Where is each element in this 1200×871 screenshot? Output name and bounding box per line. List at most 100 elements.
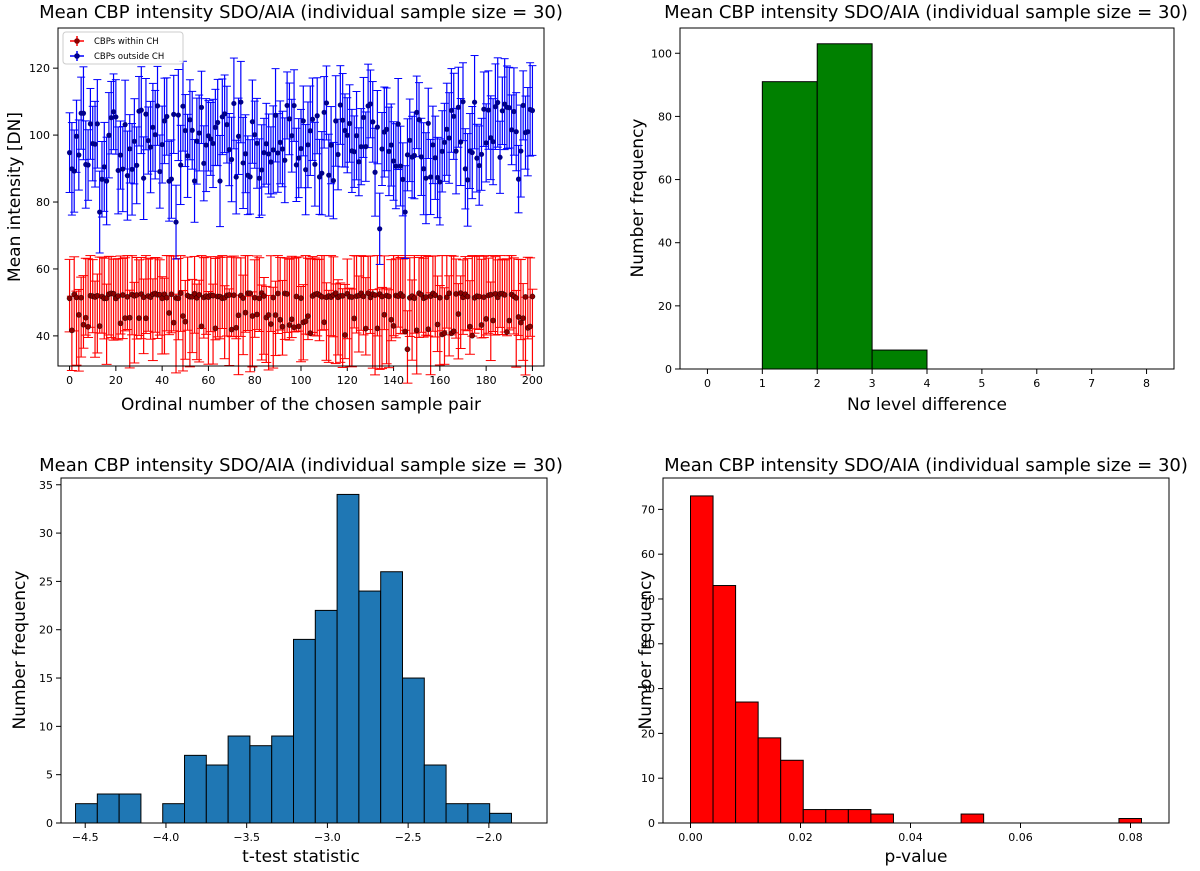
- x-tick-label: 160: [429, 374, 450, 387]
- outside-marker: [85, 162, 91, 168]
- outside-marker: [416, 117, 422, 123]
- outside-marker: [411, 152, 417, 159]
- outside-marker: [465, 177, 471, 183]
- hist-bar: [757, 737, 782, 824]
- outside-marker: [222, 111, 228, 117]
- x-tick-label: 0.06: [1008, 831, 1033, 844]
- within-marker: [446, 290, 452, 297]
- y-tick-label: 20: [658, 300, 672, 313]
- within-marker: [307, 330, 314, 336]
- outside-marker: [180, 103, 186, 109]
- x-tick-label: 8: [1143, 377, 1150, 390]
- outside-marker: [520, 102, 526, 108]
- y-tick-label: 60: [641, 548, 655, 561]
- outside-marker: [515, 176, 522, 182]
- within-marker: [413, 327, 420, 334]
- legend-marker-outside: [74, 53, 80, 59]
- outside-marker: [497, 154, 503, 160]
- within-marker: [372, 292, 378, 298]
- within-marker: [226, 292, 233, 298]
- y-tick-label: 120: [29, 62, 50, 75]
- panel2-frame: [679, 27, 1175, 370]
- outside-marker: [323, 100, 330, 106]
- outside-marker: [358, 144, 364, 150]
- within-marker: [242, 309, 249, 316]
- outside-marker: [277, 139, 283, 145]
- within-marker: [349, 294, 355, 300]
- within-marker: [233, 324, 239, 331]
- outside-marker: [492, 104, 498, 110]
- outside-marker: [194, 138, 200, 144]
- outside-marker: [441, 139, 448, 145]
- outside-marker: [451, 113, 457, 119]
- hist-bar: [761, 81, 818, 370]
- hist-bar: [118, 793, 142, 824]
- outside-marker: [141, 175, 147, 181]
- outside-marker: [92, 141, 98, 147]
- within-marker: [388, 316, 395, 323]
- hist-bar: [336, 493, 360, 824]
- outside-marker: [129, 166, 135, 172]
- within-marker: [374, 325, 381, 332]
- hist-bar: [423, 764, 447, 824]
- within-marker: [298, 295, 304, 301]
- outside-marker: [97, 209, 103, 215]
- outside-marker: [157, 168, 163, 175]
- outside-marker: [300, 118, 306, 124]
- outside-marker: [485, 107, 492, 113]
- within-marker: [272, 312, 279, 318]
- outside-marker: [509, 127, 515, 133]
- within-marker: [302, 318, 309, 325]
- within-marker: [277, 316, 283, 323]
- outside-marker: [110, 109, 117, 115]
- outside-marker: [189, 127, 195, 133]
- within-marker: [400, 293, 406, 299]
- within-marker: [120, 292, 126, 298]
- outside-marker: [321, 109, 327, 115]
- within-marker: [117, 320, 124, 327]
- within-marker: [286, 322, 293, 328]
- outside-marker: [224, 122, 230, 128]
- within-marker: [275, 290, 281, 297]
- outside-marker: [279, 146, 286, 152]
- y-tick-label: 80: [658, 110, 672, 123]
- outside-marker: [120, 166, 126, 172]
- outside-marker: [191, 178, 198, 184]
- outside-marker: [388, 142, 394, 148]
- within-marker: [126, 314, 133, 321]
- outside-marker: [268, 159, 274, 165]
- x-tick-label: 4: [924, 377, 931, 390]
- hist-bar: [96, 793, 120, 824]
- outside-marker: [168, 176, 174, 182]
- outside-marker: [178, 162, 184, 168]
- within-marker: [196, 292, 202, 298]
- outside-marker: [478, 151, 485, 157]
- x-tick-label: 60: [201, 374, 215, 387]
- hist-bar: [445, 803, 469, 824]
- x-tick-label: 7: [1088, 377, 1095, 390]
- within-marker: [170, 319, 177, 326]
- within-marker: [455, 311, 462, 317]
- outside-marker: [423, 175, 429, 181]
- x-tick-label: 200: [522, 374, 543, 387]
- within-marker: [481, 294, 487, 301]
- outside-marker: [256, 175, 262, 181]
- within-marker: [404, 346, 411, 353]
- y-tick-label: 100: [29, 129, 50, 142]
- x-tick-label: 0.08: [1118, 831, 1143, 844]
- within-marker: [506, 317, 513, 324]
- outside-marker: [198, 104, 205, 110]
- within-marker: [177, 290, 184, 296]
- x-tick-label: 40: [155, 374, 169, 387]
- outside-marker: [143, 111, 149, 117]
- x-tick-label: 0: [704, 377, 711, 390]
- outside-marker: [384, 126, 390, 132]
- outside-marker: [238, 99, 244, 105]
- within-marker: [122, 315, 128, 321]
- y-tick-label: 35: [39, 479, 53, 492]
- y-tick-label: 50: [641, 593, 655, 606]
- outside-marker: [298, 145, 304, 152]
- outside-marker: [425, 120, 431, 126]
- outside-marker: [418, 154, 424, 160]
- outside-marker: [446, 135, 452, 141]
